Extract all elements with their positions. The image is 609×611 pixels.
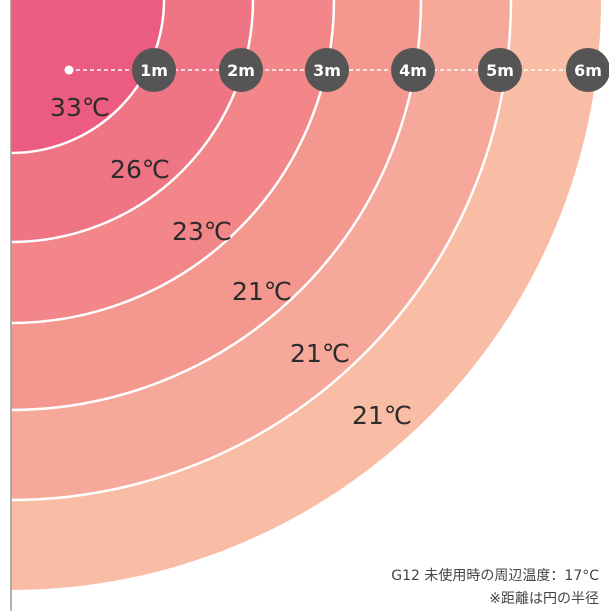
distance-badge-circle: [566, 48, 609, 92]
ring-divider: [10, 0, 513, 502]
ring-divider: [10, 0, 166, 155]
distance-badge-circle: [132, 48, 176, 92]
temperature-label: 21℃: [232, 277, 292, 306]
distance-badge-label: 6m: [574, 61, 602, 80]
temperature-label: 33℃: [50, 93, 110, 122]
distance-badge-label: 4m: [399, 61, 427, 80]
distance-badge-3m: 3m: [305, 48, 349, 92]
distance-badge-circle: [478, 48, 522, 92]
ambient-temperature-note: G12 未使用時の周辺温度：17°C: [391, 567, 599, 584]
distance-badge-label: 2m: [227, 61, 255, 80]
distance-badge-4m: 4m: [391, 48, 435, 92]
distance-badge-label: 1m: [140, 61, 168, 80]
temperature-label: 23℃: [172, 217, 232, 246]
distance-badge-circle: [219, 48, 263, 92]
temperature-label: 21℃: [290, 339, 350, 368]
temperature-label: 21℃: [352, 401, 412, 430]
origin-dot: [64, 65, 74, 75]
ring-divider: [10, 0, 423, 412]
distance-badge-circle: [391, 48, 435, 92]
ring-1m: [11, 0, 164, 153]
distance-badge-circle: [305, 48, 349, 92]
distance-badge-label: 3m: [313, 61, 341, 80]
distance-badge-6m: 6m: [566, 48, 609, 92]
radius-note: ※距離は円の半径: [489, 590, 599, 607]
distance-badge-label: 5m: [486, 61, 514, 80]
distance-badge-2m: 2m: [219, 48, 263, 92]
distance-badge-5m: 5m: [478, 48, 522, 92]
temperature-rings: [10, 0, 601, 590]
distance-badge-1m: 1m: [132, 48, 176, 92]
temperature-label: 26℃: [110, 155, 170, 184]
temperature-labels: 33℃ 26℃ 23℃ 21℃ 21℃ 21℃: [50, 93, 412, 430]
distance-badges: 1m 2m 3m 4m 5m 6m: [132, 48, 609, 92]
